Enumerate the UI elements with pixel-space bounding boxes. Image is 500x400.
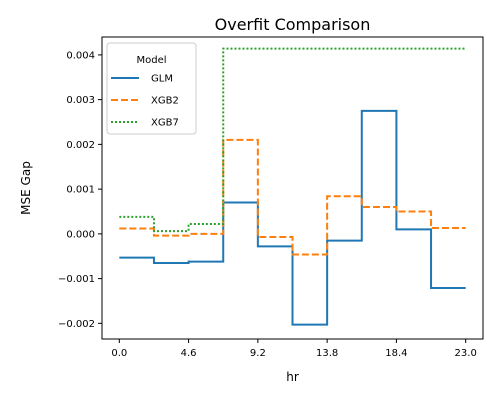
y-tick-label: 0.003 — [66, 95, 95, 106]
x-tick-label: 9.2 — [250, 348, 266, 359]
y-axis-label: MSE Gap — [19, 161, 33, 215]
x-tick-label: 13.8 — [316, 348, 338, 359]
y-tick-label: −0.001 — [58, 274, 95, 285]
series-layer — [119, 47, 466, 326]
legend: Model GLM XGB2 XGB7 — [106, 42, 197, 135]
legend-title: Model — [136, 55, 166, 66]
y-tick-label: 0.004 — [66, 50, 95, 61]
legend-label-xgb2: XGB2 — [151, 96, 179, 107]
x-axis: 0.0 4.6 9.2 13.8 18.4 23.0 — [111, 339, 477, 359]
y-tick-label: 0.000 — [66, 229, 95, 240]
y-tick-label: −0.002 — [58, 319, 95, 330]
plot-frame — [101, 36, 484, 340]
x-tick-label: 4.6 — [181, 348, 197, 359]
chart-title: Overfit Comparison — [215, 15, 371, 34]
x-axis-label: hr — [286, 370, 299, 384]
legend-box — [106, 42, 197, 135]
series-line-glm — [119, 109, 466, 326]
y-tick-label: 0.001 — [66, 185, 95, 196]
series-line-xgb2 — [119, 138, 466, 256]
x-tick-label: 18.4 — [385, 348, 407, 359]
legend-label-xgb7: XGB7 — [151, 118, 179, 129]
x-tick-label: 23.0 — [455, 348, 477, 359]
legend-label-glm: GLM — [151, 74, 173, 85]
x-tick-label: 0.0 — [111, 348, 127, 359]
series-line-xgb7 — [119, 47, 466, 233]
y-tick-label: 0.002 — [66, 140, 95, 151]
y-axis: 0.004 0.003 0.002 0.001 0.000 −0.001 −0.002 — [58, 50, 102, 330]
